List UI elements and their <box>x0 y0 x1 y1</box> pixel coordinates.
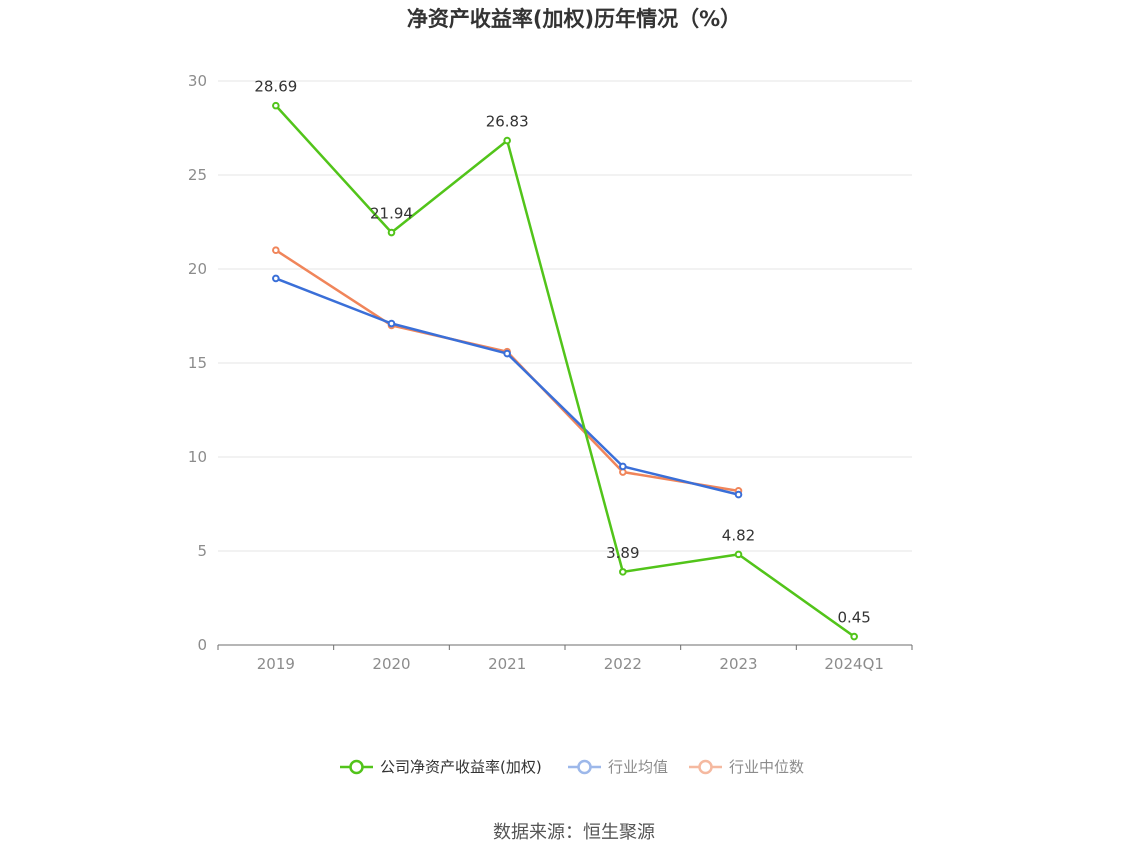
y-tick-label: 25 <box>188 166 207 184</box>
legend-marker <box>698 759 713 775</box>
data-point <box>272 274 280 283</box>
data-point <box>734 550 743 559</box>
data-point <box>503 349 511 358</box>
y-tick-label: 10 <box>188 448 207 466</box>
x-axis: 2019 2020 2021 2022 2023 2024Q1 <box>217 644 913 673</box>
y-tick-label: 15 <box>188 354 207 372</box>
legend-item-2[interactable]: 行业中位数 <box>689 758 804 776</box>
data-label: 26.83 <box>486 113 529 131</box>
data-label: 21.94 <box>370 205 413 223</box>
legend-label: 行业中位数 <box>729 758 804 776</box>
data-point <box>503 136 511 145</box>
data-point <box>387 319 396 328</box>
y-tick-label: 30 <box>188 72 207 90</box>
data-point <box>387 228 396 237</box>
series-line-0 <box>274 104 855 638</box>
chart-title: 净资产收益率(加权)历年情况（%） <box>407 7 741 31</box>
legend-label: 行业均值 <box>608 758 668 776</box>
data-label: 4.82 <box>722 526 755 544</box>
series-line-1 <box>275 277 739 496</box>
data-point <box>619 462 627 471</box>
legend[interactable]: 公司净资产收益率(加权) 行业均值 行业中位数 <box>340 758 804 776</box>
series-layer <box>272 101 858 641</box>
legend-marker <box>349 759 364 775</box>
y-tick-label: 5 <box>197 542 207 560</box>
data-point <box>850 632 858 641</box>
x-tick-label: 2023 <box>719 655 757 673</box>
data-point <box>734 490 743 499</box>
data-point <box>272 246 280 254</box>
data-point <box>619 568 627 576</box>
x-tick-label: 2021 <box>488 655 526 673</box>
y-tick-label: 0 <box>197 636 207 654</box>
y-tick-label: 20 <box>188 260 207 278</box>
data-label: 28.69 <box>254 78 297 96</box>
x-tick-label: 2022 <box>604 655 642 673</box>
grid-lines <box>218 80 912 552</box>
legend-label: 公司净资产收益率(加权) <box>380 758 542 776</box>
legend-marker <box>577 759 592 775</box>
data-label: 0.45 <box>837 609 870 627</box>
x-tick-label: 2020 <box>372 655 410 673</box>
data-point <box>272 101 280 110</box>
data-label: 3.89 <box>606 544 639 562</box>
series-line-2 <box>275 249 739 493</box>
legend-item-1[interactable]: 行业均值 <box>568 758 668 776</box>
x-tick-label: 2024Q1 <box>824 655 884 673</box>
data-labels: 28.69 21.94 26.83 3.89 4.82 0.45 <box>254 78 871 627</box>
y-axis: 0 5 10 15 20 25 30 <box>188 72 207 654</box>
legend-item-0[interactable]: 公司净资产收益率(加权) <box>340 758 542 776</box>
data-source: 数据来源：恒生聚源 <box>493 822 655 843</box>
x-tick-label: 2019 <box>257 655 295 673</box>
